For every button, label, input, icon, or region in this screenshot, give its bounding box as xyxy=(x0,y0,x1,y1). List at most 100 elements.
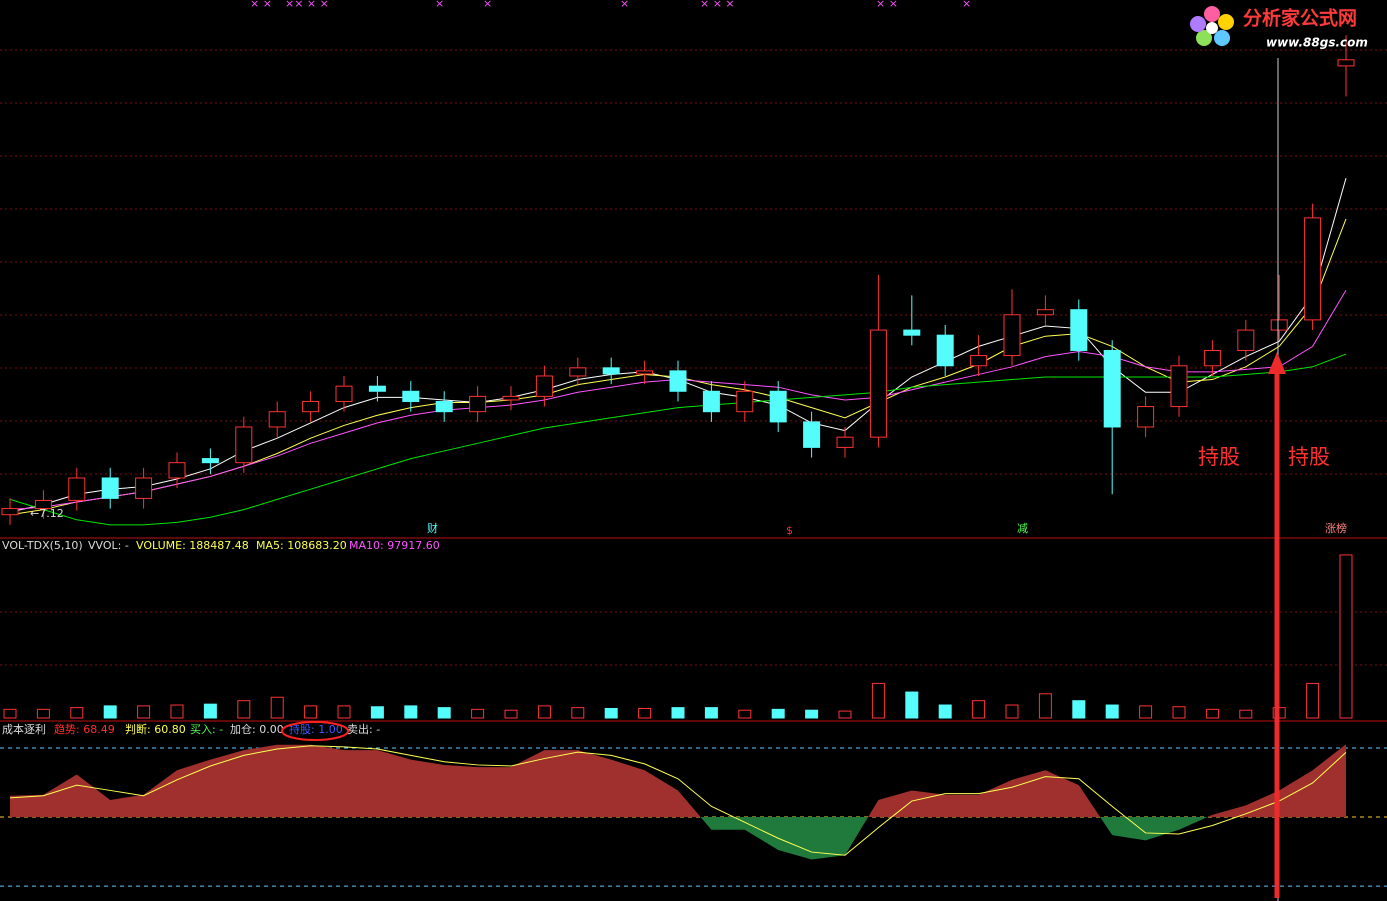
volume-bar xyxy=(137,705,151,719)
volume-bar xyxy=(1339,554,1353,719)
trend-area xyxy=(10,744,1346,860)
svg-text:× × ×: × × × xyxy=(700,0,735,10)
event-label: $ xyxy=(786,524,793,537)
candle-body xyxy=(469,395,487,413)
ma-line xyxy=(9,745,1347,856)
highlight-ring xyxy=(281,721,349,741)
event-label: 减 xyxy=(1017,522,1028,535)
ma-line xyxy=(9,353,1347,526)
candle-body xyxy=(836,436,854,448)
volume-bar xyxy=(1105,704,1119,719)
header-item: 成本逐利 xyxy=(2,722,46,736)
candle-body xyxy=(936,334,954,367)
event-label: 财 xyxy=(427,521,438,535)
volume-bar xyxy=(237,700,251,719)
candle-body xyxy=(368,385,386,392)
arrow-head xyxy=(1268,352,1286,374)
candle-body xyxy=(1070,309,1088,351)
hold-label: 持股 xyxy=(1198,445,1240,469)
volume-bar xyxy=(203,703,217,719)
volume-bar xyxy=(471,708,485,719)
header-item: MA5: 108683.20 xyxy=(256,539,347,552)
volume-bar xyxy=(404,705,418,719)
hold-label: 持股 xyxy=(1288,445,1330,469)
candle-body xyxy=(535,375,553,397)
candle-body xyxy=(1103,349,1121,428)
volume-bar xyxy=(1205,708,1219,719)
volume-bar xyxy=(1172,706,1186,719)
candle-body xyxy=(335,385,353,402)
volume-bar xyxy=(1005,704,1019,719)
header-item: 判断: 60.80 xyxy=(125,722,186,736)
volume-bar xyxy=(437,707,451,719)
candle-body xyxy=(1137,406,1155,428)
logo-url: www.88gs.com xyxy=(1266,36,1368,50)
candle-body xyxy=(1,508,19,516)
header-item: 持股: 1.00 xyxy=(289,722,343,736)
candle-body xyxy=(1304,217,1322,321)
volume-bar xyxy=(270,696,284,719)
volume-bar xyxy=(36,708,50,719)
volume-bar xyxy=(604,707,618,719)
candle-body xyxy=(1036,309,1054,316)
candle-body xyxy=(235,426,253,464)
header-item: MA10: 97917.60 xyxy=(349,539,440,552)
volume-bar xyxy=(571,707,585,719)
top-markers: × × ×× × × × × × × × × × × × xyxy=(250,0,971,10)
candle-body xyxy=(669,370,687,392)
volume-panel xyxy=(3,554,1353,719)
volume-bar xyxy=(504,709,518,719)
svg-text:×: × xyxy=(483,0,492,10)
volume-header: VOL-TDX(5,10) VVOL: - VOLUME: 188487.48 MA5… xyxy=(2,539,440,552)
candle-body xyxy=(502,395,520,401)
candle-body xyxy=(34,499,52,510)
volume-bar xyxy=(771,708,785,719)
volume-bar xyxy=(638,707,652,719)
volume-bar xyxy=(972,700,986,719)
logo-name: 分析家公式网 xyxy=(1243,7,1357,30)
volume-bar xyxy=(871,682,885,719)
header-item: VOL-TDX(5,10) xyxy=(2,539,83,552)
candle-body xyxy=(636,370,654,375)
svg-text:×: × xyxy=(962,0,971,10)
header-item: 买入: - xyxy=(190,723,223,736)
candle-body xyxy=(135,477,153,499)
candle-body xyxy=(101,477,119,499)
candle-body xyxy=(702,390,720,413)
header-item: VOLUME: 188487.48 xyxy=(136,539,249,552)
indicator-panel xyxy=(0,744,1387,887)
volume-bar xyxy=(370,706,384,719)
candle-body xyxy=(769,390,787,423)
volume-bar xyxy=(704,707,718,719)
candle-body xyxy=(1270,319,1288,331)
svg-text:×× × ×: ×× × × xyxy=(285,0,329,10)
candle-body xyxy=(569,367,587,377)
candle-body xyxy=(1203,349,1221,367)
candle-body xyxy=(602,367,620,375)
header-item: 卖出: - xyxy=(347,722,380,736)
candle-body xyxy=(1170,365,1188,408)
svg-text:×: × xyxy=(435,0,444,10)
volume-bar xyxy=(103,705,117,719)
candle-body xyxy=(1337,59,1355,67)
volume-bar xyxy=(170,704,184,719)
volume-bar xyxy=(304,705,318,719)
candle-body xyxy=(402,390,420,402)
price-panel xyxy=(1,35,1355,526)
volume-bar xyxy=(1038,693,1052,719)
svg-text:× ×: × × xyxy=(250,0,272,10)
candle-body xyxy=(736,390,754,413)
candle-body xyxy=(302,400,320,413)
low-label: ←7.12 xyxy=(30,507,64,520)
volume-bar xyxy=(838,710,852,719)
candle-body xyxy=(970,355,988,367)
volume-bar xyxy=(70,707,84,719)
candle-body xyxy=(201,458,219,464)
header-item: 趋势: 68.49 xyxy=(54,723,115,736)
candle-body xyxy=(168,462,186,479)
event-label: 涨榜 xyxy=(1325,521,1347,535)
svg-text:×: × xyxy=(620,0,629,10)
volume-bar xyxy=(738,709,752,719)
logo: 分析家公式网 www.88gs.com xyxy=(1190,6,1368,50)
indicator-header: 成本逐利 趋势: 68.49 判断: 60.80 买入: - 加仓: 0.00 持股: 1… xyxy=(2,722,380,736)
